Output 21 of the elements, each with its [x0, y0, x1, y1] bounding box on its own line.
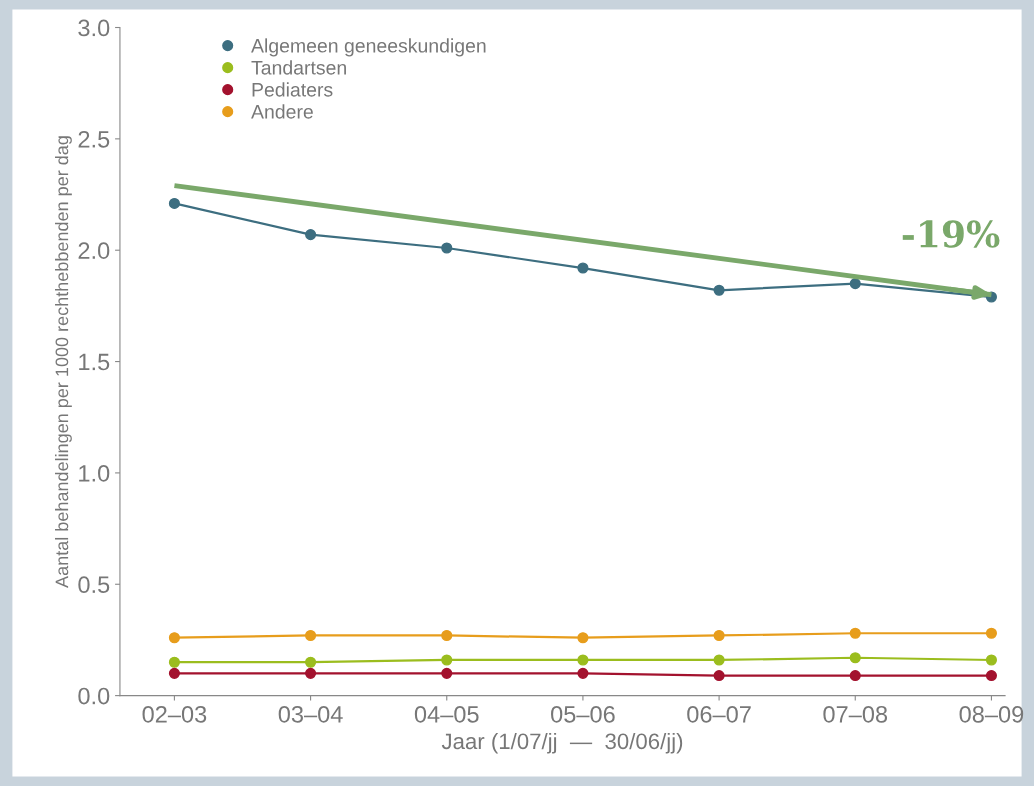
legend-label: Tandartsen — [251, 60, 346, 75]
x-tick-label: 02–03 — [142, 705, 207, 723]
y-tick-label: 3.0 — [78, 19, 110, 37]
y-tick-label: 1.0 — [79, 464, 110, 482]
x-tick-label: 07–08 — [823, 705, 888, 723]
y-axis-title: Aantal behandelingen per 1000 rechthebbenden per dag — [55, 136, 72, 588]
x-tick-label: 08–09 — [959, 705, 1024, 723]
x-tick-label: 03–04 — [278, 705, 343, 723]
legend-label: Algemeen geneeskundigen — [251, 38, 486, 57]
legend-label: Pediaters — [252, 82, 333, 97]
y-tick-label: 0.0 — [78, 687, 110, 705]
y-tick-label: 2.0 — [78, 242, 110, 259]
x-tick-label: 06–07 — [687, 705, 751, 723]
annotation: -19% — [902, 220, 1000, 248]
y-tick-label: 1.5 — [79, 353, 110, 371]
legend-label: Andere — [251, 104, 313, 119]
x-tick-label: 04–05 — [414, 705, 479, 723]
x-tick-label: 05–06 — [551, 705, 615, 723]
y-tick-label: 2.5 — [78, 130, 110, 148]
x-axis-title: Jaar (1/07/jj — 30/06/jj) — [441, 732, 683, 754]
y-tick-label: 0.5 — [78, 576, 110, 594]
